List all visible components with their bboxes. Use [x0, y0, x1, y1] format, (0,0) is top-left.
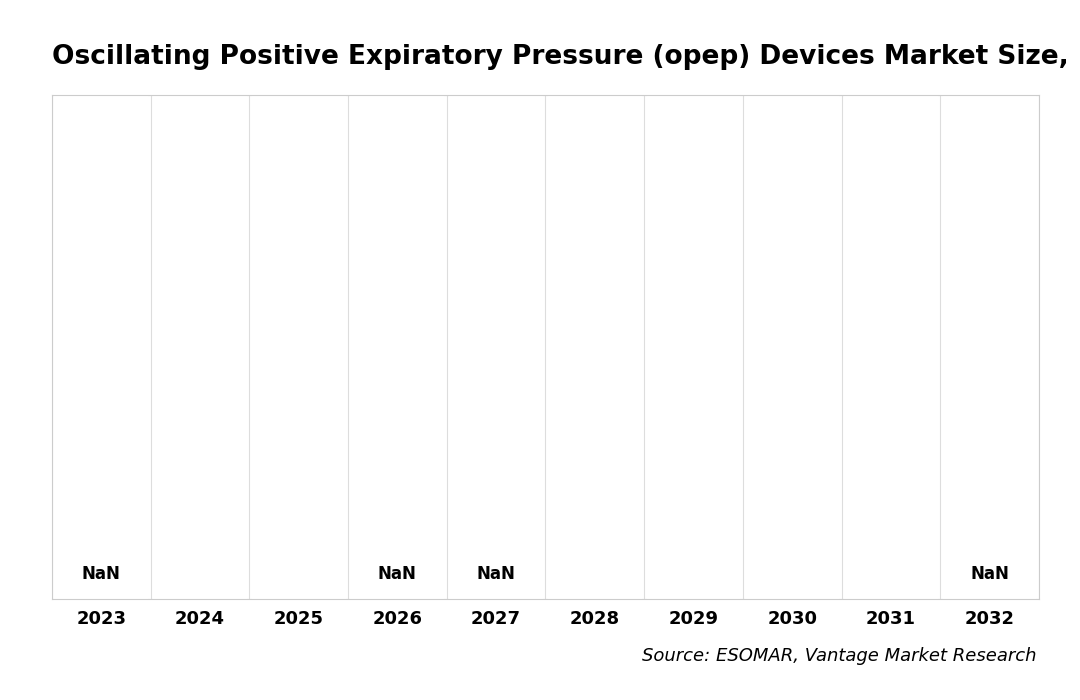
- Bar: [943, 94, 1037, 598]
- Bar: [548, 94, 642, 598]
- Bar: [252, 94, 346, 598]
- Bar: [843, 94, 937, 598]
- Text: NaN: NaN: [82, 566, 121, 583]
- Bar: [54, 94, 148, 598]
- Bar: [647, 94, 741, 598]
- Text: NaN: NaN: [970, 566, 1009, 583]
- Text: Source: ESOMAR, Vantage Market Research: Source: ESOMAR, Vantage Market Research: [643, 647, 1037, 665]
- Text: NaN: NaN: [378, 566, 417, 583]
- Bar: [153, 94, 247, 598]
- Bar: [449, 94, 543, 598]
- Bar: [745, 94, 839, 598]
- Text: NaN: NaN: [476, 566, 515, 583]
- Bar: [350, 94, 444, 598]
- Text: Oscillating Positive Expiratory Pressure (opep) Devices Market Size, 2023 To 203: Oscillating Positive Expiratory Pressure…: [52, 44, 1080, 70]
